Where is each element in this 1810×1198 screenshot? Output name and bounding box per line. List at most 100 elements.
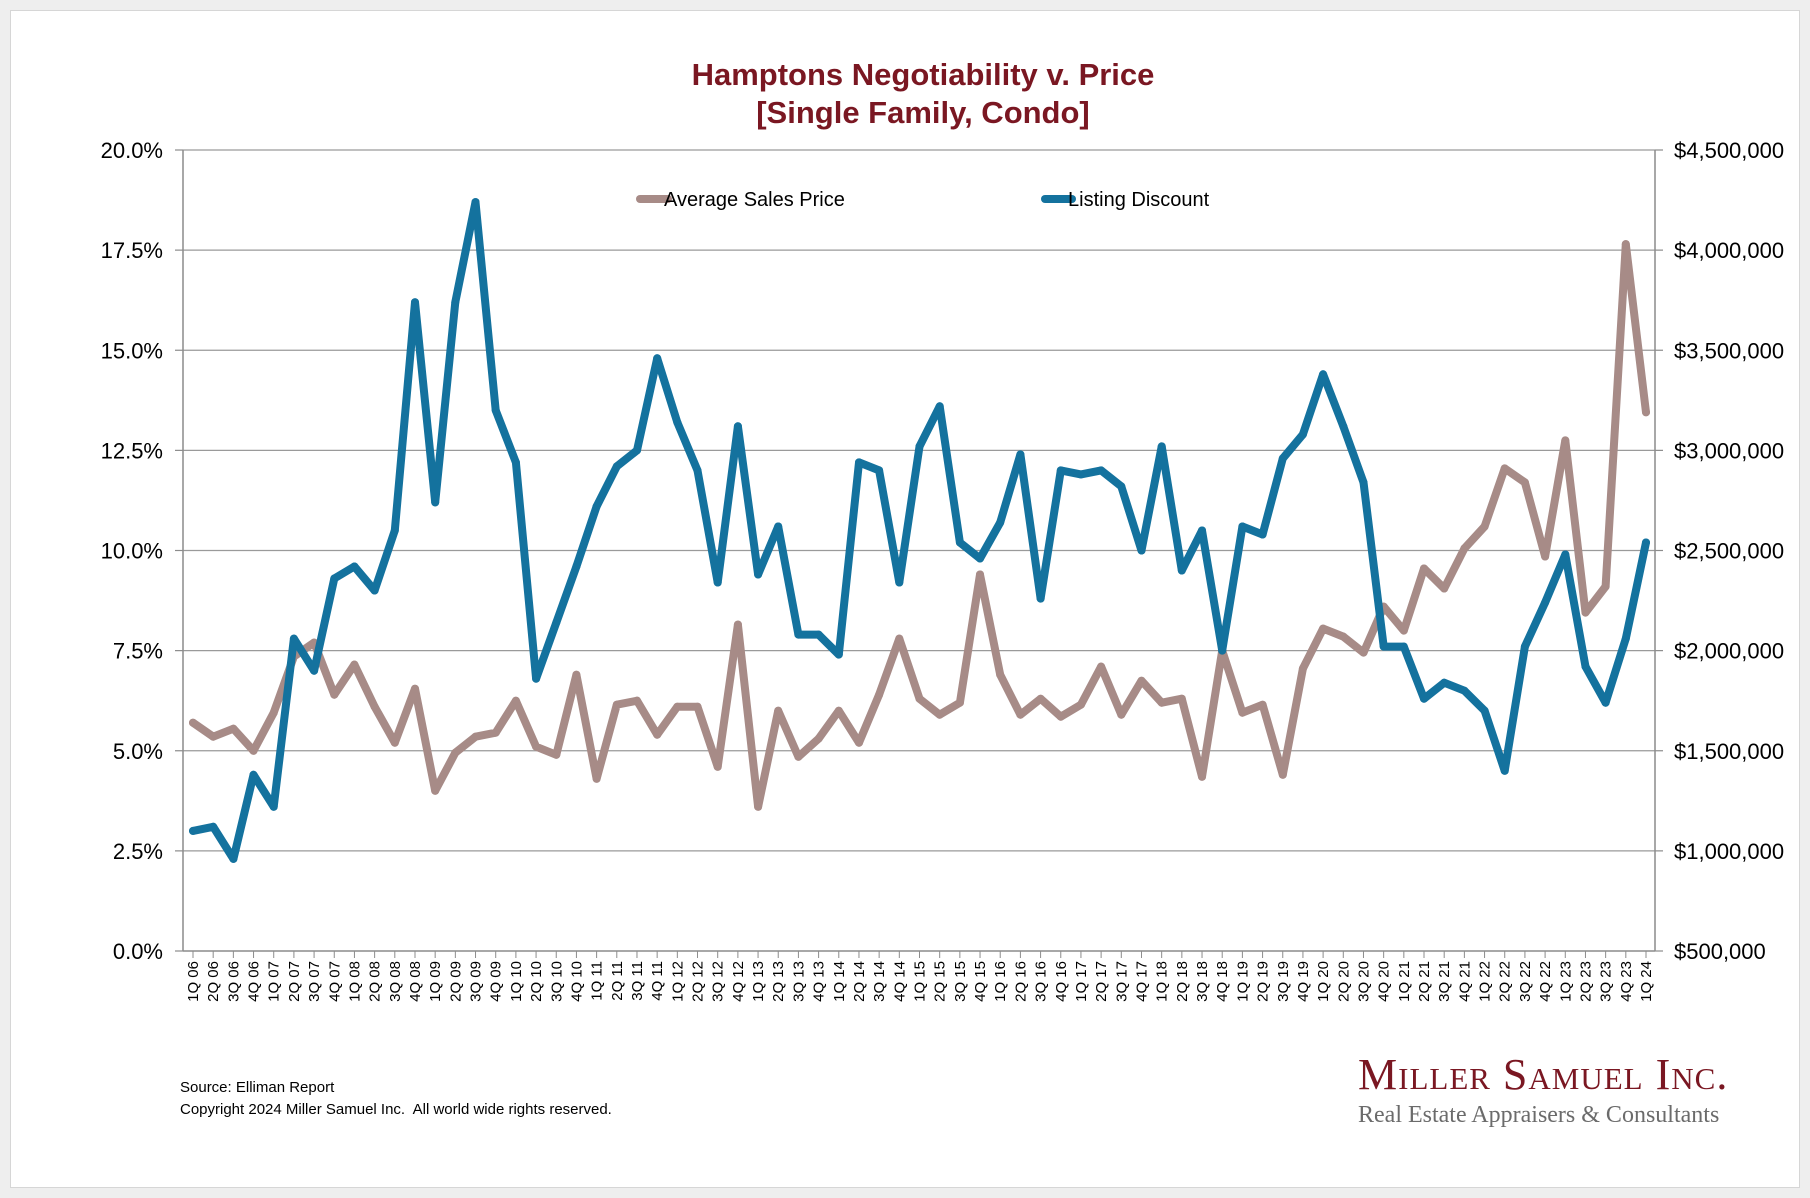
data-point-average-sales-price [1642, 408, 1650, 417]
data-point-average-sales-price [1601, 582, 1610, 591]
x-tick-label: 4Q 14 [891, 961, 908, 1002]
data-point-listing-discount [1561, 550, 1570, 559]
data-point-average-sales-price [1298, 664, 1307, 673]
data-point-average-sales-price [875, 690, 884, 699]
data-point-listing-discount [754, 570, 763, 579]
data-point-listing-discount [209, 822, 218, 831]
legend: Average Sales Price Listing Discount [636, 189, 1210, 211]
x-tick-label: 2Q 12 [690, 961, 707, 1002]
data-point-average-sales-price [794, 752, 803, 761]
data-point-average-sales-price [996, 670, 1005, 679]
data-point-listing-discount [774, 522, 783, 531]
data-point-listing-discount [532, 674, 541, 683]
x-tick-label: 4Q 20 [1376, 961, 1393, 1002]
data-point-average-sales-price [1117, 710, 1126, 719]
data-point-average-sales-price [976, 570, 984, 579]
data-point-listing-discount [431, 498, 440, 507]
data-point-average-sales-price [269, 708, 278, 717]
x-tick-label: 4Q 15 [972, 961, 989, 1002]
data-point-listing-discount [350, 562, 359, 571]
data-point-listing-discount [1016, 450, 1025, 459]
data-point-average-sales-price [1157, 698, 1166, 707]
data-point-listing-discount [1218, 646, 1227, 655]
data-point-listing-discount [1480, 706, 1489, 715]
data-point-listing-discount [1460, 686, 1469, 695]
x-tick-label: 2Q 14 [851, 961, 868, 1002]
x-tick-label: 3Q 21 [1436, 961, 1453, 1002]
data-point-listing-discount [1137, 546, 1146, 555]
data-point-average-sales-price [511, 696, 520, 705]
x-tick-label: 4Q 12 [730, 961, 747, 1002]
x-tick-label: 1Q 12 [669, 961, 686, 1002]
x-tick-label: 2Q 11 [609, 961, 626, 1001]
data-point-listing-discount [471, 198, 480, 207]
data-point-average-sales-price [1440, 584, 1449, 593]
data-point-average-sales-price [411, 684, 419, 693]
x-tick-label: 4Q 17 [1133, 961, 1150, 1002]
data-point-listing-discount [1238, 522, 1247, 531]
left-tick-label: 12.5% [101, 438, 163, 463]
data-point-listing-discount [1298, 430, 1307, 439]
data-point-average-sales-price [915, 694, 924, 703]
data-point-listing-discount [1319, 370, 1328, 379]
data-point-listing-discount [1278, 454, 1287, 463]
data-point-average-sales-price [431, 786, 440, 795]
chart-title: Hamptons Negotiability v. Price [692, 57, 1155, 92]
data-point-average-sales-price [653, 730, 662, 739]
x-tick-label: 1Q 19 [1234, 961, 1251, 1002]
x-tick-label: 3Q 19 [1275, 961, 1292, 1002]
data-point-average-sales-price [370, 702, 379, 711]
x-tick-label: 3Q 23 [1598, 961, 1615, 1002]
x-tick-label: 1Q 06 [185, 961, 202, 1002]
x-tick-label: 4Q 10 [568, 961, 585, 1002]
x-tick-label: 2Q 20 [1335, 961, 1352, 1002]
x-tick-label: 2Q 07 [286, 961, 303, 1002]
data-point-listing-discount [1420, 694, 1428, 703]
x-tick-label: 3Q 06 [225, 961, 242, 1002]
data-point-listing-discount [592, 502, 601, 511]
chart-frame [10, 10, 1800, 1188]
left-tick-label: 10.0% [101, 539, 163, 564]
x-tick-label: 2Q 16 [1012, 961, 1029, 1002]
data-point-listing-discount [1157, 442, 1166, 451]
x-tick-label: 2Q 17 [1093, 961, 1110, 1002]
x-tick-label: 3Q 17 [1113, 961, 1130, 1002]
x-tick-label: 1Q 13 [750, 961, 767, 1002]
copyright-note: Copyright 2024 Miller Samuel Inc. All wo… [180, 1101, 612, 1118]
x-axis-ticks: 1Q 06 2Q 06 3Q 06 4Q 06 1Q 07 2Q 07 3Q 07 4Q 07… [185, 951, 1655, 1002]
data-point-listing-discount [310, 666, 319, 675]
data-point-average-sales-price [1581, 608, 1590, 617]
data-point-average-sales-price [1056, 712, 1065, 721]
data-point-listing-discount [189, 826, 197, 835]
data-point-listing-discount [875, 466, 884, 475]
data-point-listing-discount [1258, 530, 1267, 539]
data-point-average-sales-price [1076, 700, 1085, 709]
x-tick-label: 1Q 22 [1477, 961, 1494, 1002]
data-point-average-sales-price [1460, 544, 1469, 553]
data-point-listing-discount [976, 554, 984, 563]
x-tick-label: 1Q 24 [1638, 961, 1655, 1002]
data-point-average-sales-price [572, 670, 581, 679]
data-point-average-sales-price [1541, 552, 1550, 561]
x-tick-label: 2Q 21 [1416, 961, 1433, 1002]
company-logo: Miller Samuel Inc. Real Estate Appraiser… [1358, 1052, 1727, 1129]
x-tick-label: 4Q 16 [1053, 961, 1070, 1002]
x-tick-label: 4Q 18 [1214, 961, 1231, 1002]
data-point-average-sales-price [1097, 662, 1106, 671]
data-point-listing-discount [915, 442, 924, 451]
legend-label-listing-discount: Listing Discount [1068, 189, 1210, 211]
data-point-listing-discount [1379, 642, 1388, 651]
data-point-listing-discount [794, 630, 803, 639]
data-point-listing-discount [1601, 698, 1610, 707]
data-point-listing-discount [1642, 538, 1650, 547]
data-point-average-sales-price [330, 690, 339, 699]
data-point-listing-discount [1076, 470, 1085, 479]
data-point-listing-discount [269, 802, 278, 811]
series-lines [189, 198, 1650, 863]
logo-tagline: Real Estate Appraisers & Consultants [1358, 1102, 1720, 1128]
data-point-listing-discount [411, 298, 419, 307]
x-tick-label: 4Q 11 [649, 961, 666, 1001]
data-point-listing-discount [552, 618, 561, 627]
data-point-average-sales-price [249, 746, 258, 755]
